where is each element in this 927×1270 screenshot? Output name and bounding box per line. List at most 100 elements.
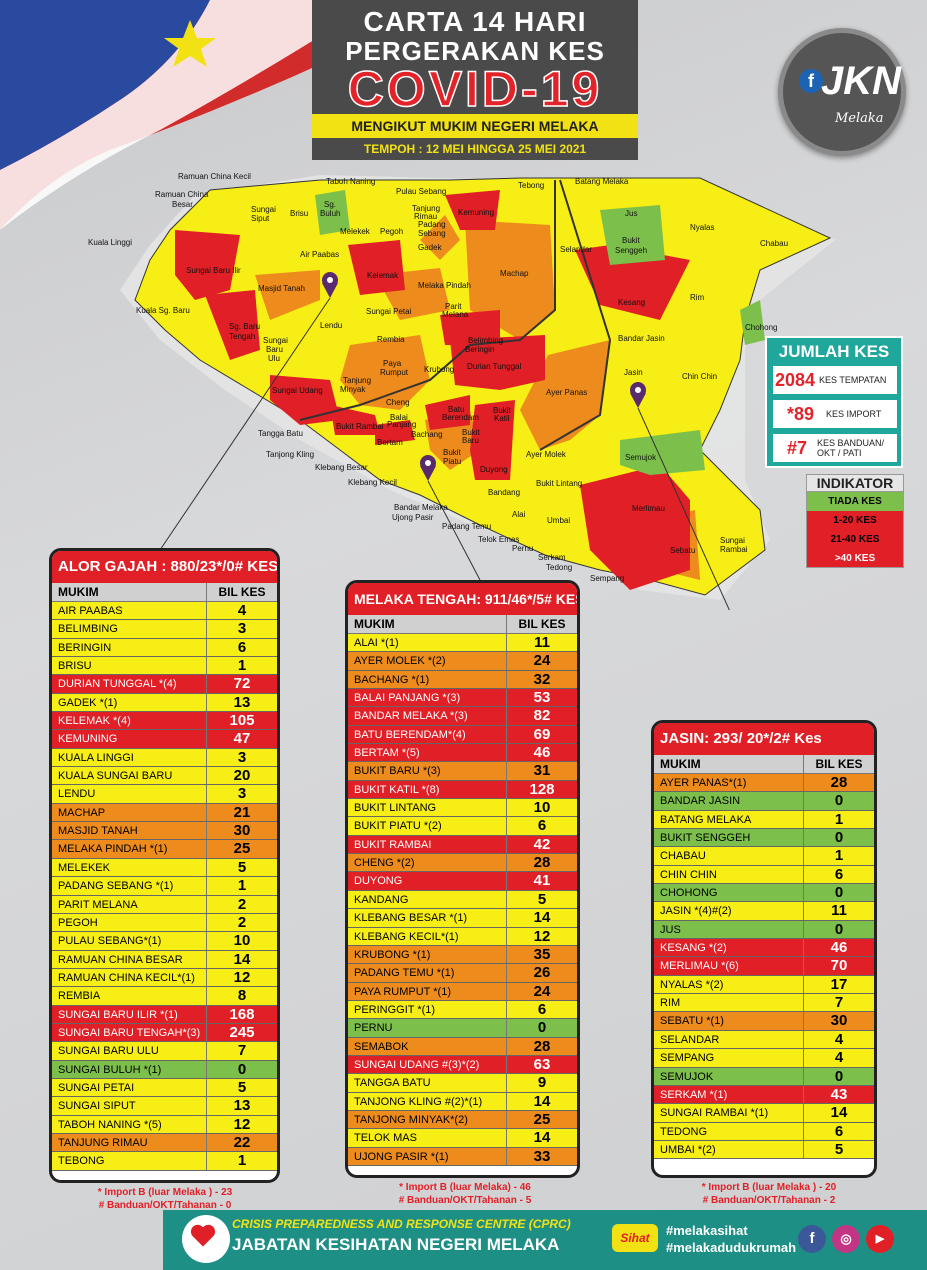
mukim-name: SERKAM *(1) [654,1085,804,1104]
mukim-name: CHOHONG [654,884,804,902]
case-count: 0 [834,1067,844,1085]
map-label: Rumput [380,368,409,377]
map-label: Ramuan China [155,190,209,199]
hashtag-melakadudukrumah[interactable]: #melakadudukrumah [666,1240,797,1255]
youtube-icon[interactable]: ▶ [866,1225,894,1253]
map-label: Sg. [324,200,336,209]
table-row: KUALA SUNGAI BARU 20 [52,767,277,786]
import-cases-label: KES IMPORT [826,409,882,419]
mukim-name: TEDONG [654,1122,804,1140]
case-count: 105 [229,712,255,730]
mukim-name: MERLIMAU *(6) [654,957,804,975]
case-count: 10 [533,799,551,817]
map-label: Sungai [251,205,276,214]
table-title: MELAKA TENGAH: 911/46*/5# KES [348,583,577,615]
table-row: LENDU 3 [52,785,277,804]
table-row: SUNGAI PETAI 5 [52,1078,277,1098]
mukim-name: PEGOH [52,913,207,932]
instagram-icon[interactable]: ◎ [832,1225,860,1253]
table-row: DUYONG 41 [348,872,577,891]
map-label: Sungai [263,336,288,345]
mukim-name: MELEKEK [52,858,207,877]
mukim-name: TANJONG KLING #(2)*(1) [348,1092,507,1110]
mukim-name: TABOH NANING *(5) [52,1115,207,1133]
table-row: BUKIT BARU *(3) 31 [348,762,577,781]
table-row: SUNGAI SIPUT 13 [52,1097,277,1116]
sihat-logo: Sihat [612,1224,658,1252]
table-row: KESANG *(2) 46 [654,939,874,958]
flag-graphic [0,0,330,230]
case-count: 0 [834,920,844,938]
period: TEMPOH : 12 MEI HINGGA 25 MEI 2021 [363,142,587,156]
case-count: 82 [533,707,551,725]
map-label: Tangga Batu [258,429,303,438]
case-count: 5 [237,858,247,876]
mukim-name: KLEBANG BESAR *(1) [348,909,507,927]
table-row: KLEBANG BESAR *(1) 14 [348,909,577,928]
mukim-name: CHIN CHIN [654,865,804,884]
legend-mid: 21-40 KES [806,530,904,549]
mukim-name: BUKIT SENGGEH [654,829,804,847]
table-title: JASIN: 293/ 20*/2# Kes [654,723,874,755]
table-row: BERINGIN 6 [52,638,277,658]
table-row: PADANG SEBANG *(1) 1 [52,877,277,896]
map-label: Parit [445,302,462,311]
table-row: MELEKEK 5 [52,858,277,878]
table-row: SELANDAR 4 [654,1030,874,1050]
footer-org1: CRISIS PREPAREDNESS AND RESPONSE CENTRE … [232,1217,571,1231]
map-label: Batu [448,405,464,414]
mukim-name: SEMPANG [654,1049,804,1067]
footer-org2: JABATAN KESIHATAN NEGERI MELAKA [232,1235,560,1254]
mukim-name: BUKIT RAMBAI [348,835,507,854]
mukim-name: PADANG TEMU *(1) [348,964,507,982]
table-alor-gajah: ALOR GAJAH : 880/23*/0# KES MUKIM BIL KE… [49,548,280,1183]
mukim-name: JASIN *(4)#(2) [654,902,804,920]
table-row: CHOHONG 0 [654,884,874,903]
map-label: Sungai [720,536,745,545]
mukim-name: BATANG MELAKA [654,810,804,829]
mukim-name: BUKIT PIATU *(2) [348,817,507,835]
case-count: 2 [237,913,247,931]
mukim-name: PERINGGIT *(1) [348,1000,507,1019]
case-count: 28 [533,1037,551,1055]
case-count: 8 [237,987,247,1005]
map-label: Berendam [442,413,479,422]
case-count: 32 [533,670,551,688]
map-label: Kemuning [458,208,494,217]
mukim-name: JUS [654,920,804,939]
indicator-legend: INDIKATOR TIADA KES 1-20 KES 21-40 KES >… [806,474,904,568]
table-row: SEMUJOK 0 [654,1067,874,1086]
prisoner-cases-label: KES BANDUAN/OKT / PATI [817,438,885,458]
table-row: TANJUNG RIMAU 22 [52,1133,277,1153]
mukim-name: AIR PAABAS [52,602,207,620]
map-label: Pernu [512,544,533,553]
case-count: 10 [233,932,251,950]
mukim-name: TEBONG [52,1152,207,1170]
mukim-name: SEMUJOK [654,1067,804,1085]
facebook-icon[interactable]: f [798,1225,826,1253]
map-label: Buluh [320,209,340,218]
mukim-name: BELIMBING [52,620,207,638]
map-label: Sebang [418,229,446,238]
map-label: Batang Melaka [575,177,629,186]
footnote-melaka-tengah: * Import B (luar Melaka) - 46 # Banduan/O… [398,1182,532,1206]
mukim-name: CHABAU [654,847,804,865]
table-row: SERKAM *(1) 43 [654,1085,874,1105]
mukim-name: TANJONG MINYAK*(2) [348,1110,507,1129]
star-icon [164,20,216,67]
map-label: Kesang [618,298,645,307]
table-row: SEBATU *(1) 30 [654,1012,874,1031]
map-label: Senggeh [615,246,647,255]
table-row: BELIMBING 3 [52,620,277,639]
mukim-name: MACHAP [52,803,207,822]
mukim-name: KLEBANG KECIL*(1) [348,927,507,945]
table-row: SUNGAI UDANG #(3)*(2) 63 [348,1055,577,1075]
table-row: PERNU 0 [348,1019,577,1038]
mukim-name: RIM [654,994,804,1012]
hashtag-melakasihat[interactable]: #melakasihat [666,1223,748,1238]
mukim-name: TANJUNG RIMAU [52,1133,207,1152]
table-row: SEMPANG 4 [654,1049,874,1068]
map-label: Belimbing [468,336,503,345]
mukim-name: KEMUNING [52,730,207,748]
map-label: Jus [625,209,637,218]
